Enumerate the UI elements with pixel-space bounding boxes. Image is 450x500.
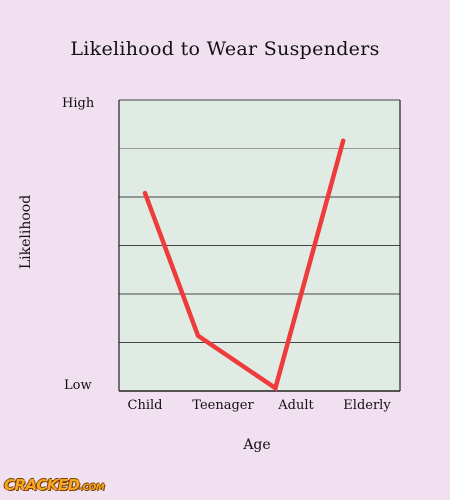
data-point: [341, 139, 345, 143]
data-point: [273, 386, 277, 390]
x-tick-label: Elderly: [343, 398, 391, 413]
x-tick-label: Adult: [278, 398, 314, 413]
cracked-logo: CRACKED.COM: [4, 476, 105, 494]
x-axis-label: Age: [243, 437, 271, 453]
series-line: [142, 138, 346, 392]
x-tick-label: Teenager: [192, 398, 254, 413]
x-tick-label: Child: [127, 398, 163, 413]
chart-title: Likelihood to Wear Suspenders: [70, 38, 380, 60]
data-point: [196, 334, 200, 338]
y-axis-high-label: High: [62, 96, 95, 111]
data-point: [143, 191, 147, 195]
y-axis-low-label: Low: [64, 378, 92, 393]
